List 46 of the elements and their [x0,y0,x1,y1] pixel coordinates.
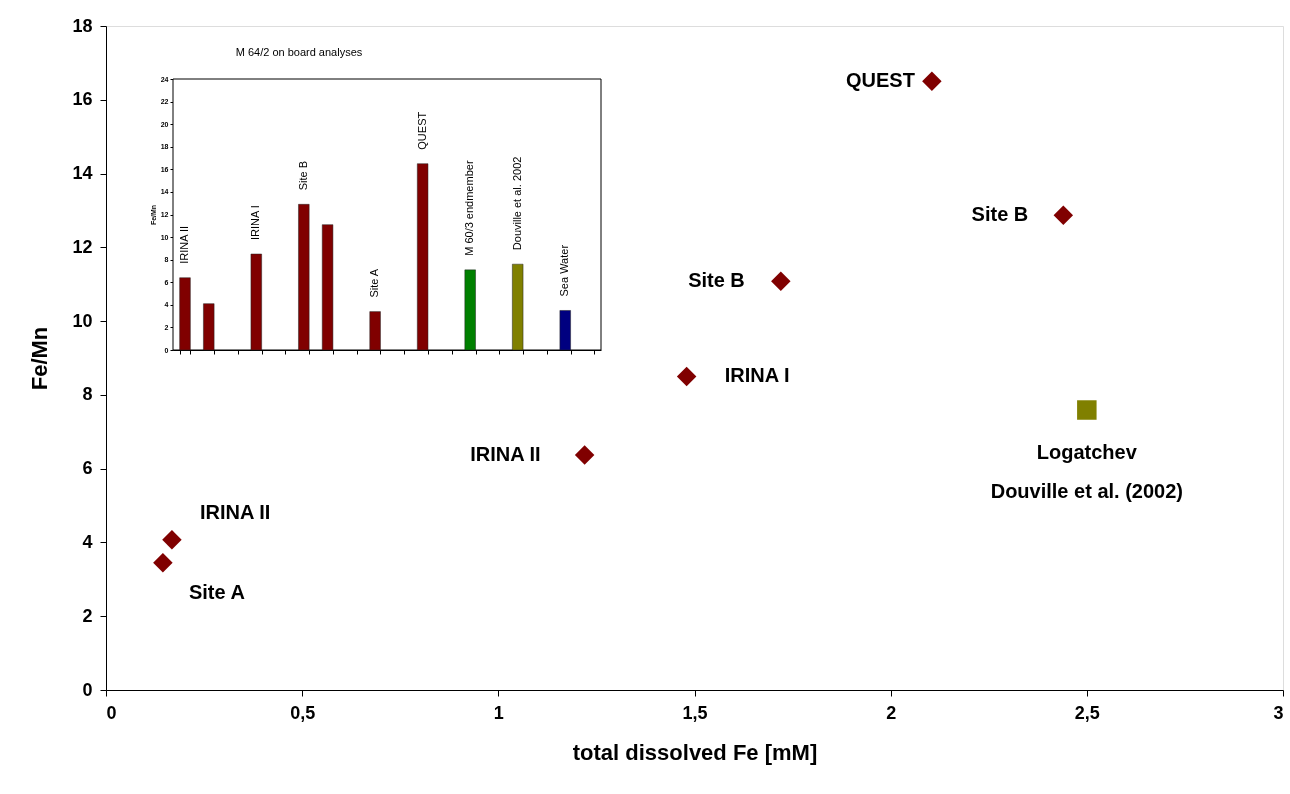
x-tick-label: 2 [886,702,897,723]
category-label: Site A [368,268,381,298]
category-label: IRINA II [178,225,190,264]
category-label: Douville et al. 2002 [510,156,523,251]
bar [464,269,476,351]
annotation: IRINA I [724,364,790,387]
y-tick-label: 16 [72,89,93,110]
x-tick-label: 0 [106,702,117,723]
category-label: Site B [296,160,309,191]
bar [369,311,381,351]
y-axis-title: Fe/Mn [27,326,53,391]
y-tick-label: 12 [72,236,93,257]
category-label: IRINA I [249,205,262,241]
annotation: IRINA II [199,500,271,523]
x-axis-title: total dissolved Fe [mM] [572,739,818,765]
y-tick-label: 10 [72,310,93,331]
bar [203,303,215,351]
bar [321,224,334,351]
x-tick-label: 1,5 [682,702,708,723]
annotation: QUEST [845,69,915,92]
x-tick-label: 1 [493,702,504,723]
bar [512,263,524,351]
y-tick-label: 6 [82,458,93,479]
y-tick-label: 18 [72,15,93,36]
bar [298,204,310,351]
x-tick-label: 2,5 [1074,702,1100,723]
bar [417,163,429,351]
category-label: M 60/3 endmember [463,160,476,256]
annotation: Logatchev Douville et al. (2002) [990,441,1183,503]
category-label: QUEST [415,111,428,150]
y-tick-label: 8 [82,384,93,405]
y-tick-label: 4 [82,531,93,552]
bar [559,310,571,351]
y-tick-label: 0 [82,679,93,700]
x-tick-label: 0,5 [290,702,316,723]
y-tick-label: 2 [82,605,93,626]
annotation: Site B [688,269,745,292]
x-tick-label: 3 [1273,702,1284,723]
bar [179,277,191,351]
annotation: Site A [188,580,245,603]
category-label: Sea Water [558,244,571,297]
y-tick-label: 14 [72,163,93,184]
annotation: Site B [971,203,1029,226]
annotation: M 64/2 on board analyses [235,46,363,58]
bar [250,253,262,351]
annotation: IRINA II [470,443,541,466]
